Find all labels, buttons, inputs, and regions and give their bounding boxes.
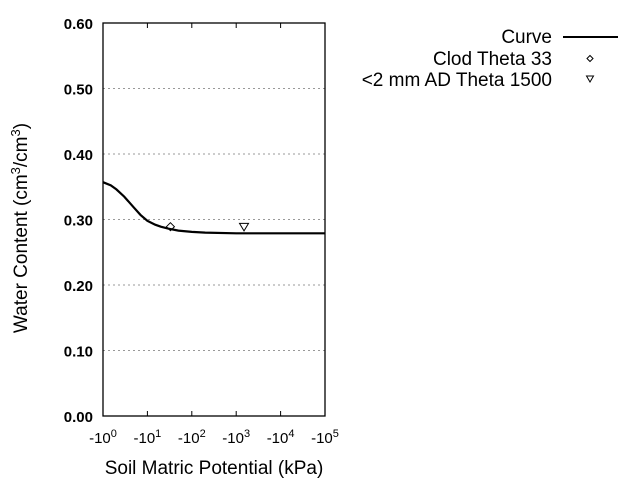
- x-tick-label: -102: [178, 428, 206, 447]
- x-tick-label: -101: [133, 428, 161, 447]
- y-tick-label: 0.10: [64, 344, 93, 361]
- y-tick-label: 0.20: [64, 278, 93, 295]
- curve-line: [102, 181, 325, 235]
- y-axis-label: Water Content (cm3/cm3): [8, 123, 32, 333]
- y-tick-label: 0.00: [64, 409, 93, 426]
- x-tick-label: -105: [311, 428, 339, 447]
- y-tick-label: 0.40: [64, 147, 93, 164]
- x-axis-ticks: -100 -101 -102 -103 -104 -105: [89, 23, 339, 447]
- legend-triangle-down-icon: [585, 75, 595, 83]
- x-tick-label: -103: [222, 428, 250, 447]
- legend-label-curve: Curve: [501, 27, 552, 48]
- x-axis-label: Soil Matric Potential (kPa): [105, 458, 324, 479]
- y-tick-label: 0.30: [64, 213, 93, 230]
- triangle-down-marker-icon: [238, 222, 250, 232]
- legend-diamond-icon: [586, 54, 594, 63]
- x-tick-label: -100: [89, 428, 117, 447]
- y-tick-label: 0.50: [64, 82, 93, 99]
- legend-label-ad-theta-1500: <2 mm AD Theta 1500: [361, 70, 552, 91]
- data-markers: [165, 221, 250, 232]
- plot-frame: [102, 22, 326, 417]
- y-axis-ticks: 0.00 0.10 0.20 0.30 0.40 0.50 0.60: [64, 16, 93, 426]
- x-tick-label: -104: [267, 428, 295, 447]
- legend-label-clod-theta-33: Clod Theta 33: [432, 49, 552, 70]
- y-tick-label: 0.60: [64, 16, 93, 33]
- diamond-marker-icon: [165, 221, 176, 232]
- grid-lines: [103, 88, 325, 351]
